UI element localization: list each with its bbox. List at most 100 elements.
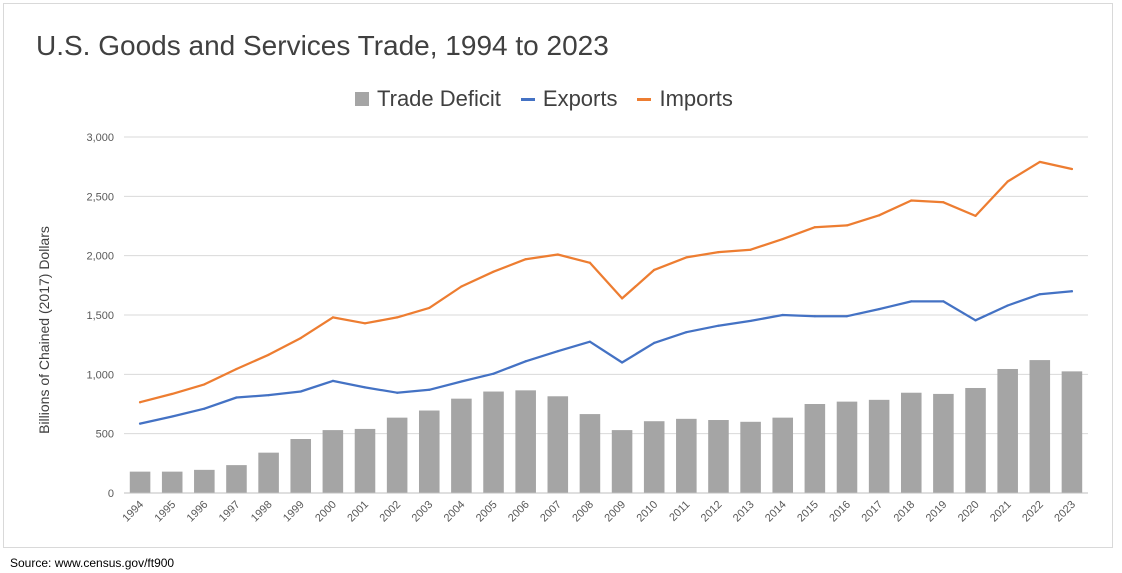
line-imports-point [203,383,206,386]
x-tick-label: 2010 [635,499,661,525]
line-exports-point [267,394,270,397]
line-imports-point [845,224,849,227]
line-exports-point [171,415,174,418]
x-tick-label: 2023 [1052,499,1078,525]
line-exports-point [235,396,238,399]
legend-item-imports: Imports [637,86,733,112]
line-imports-point [299,337,302,340]
legend-swatch-imports [637,97,652,101]
line-exports-point [138,422,142,425]
line-imports-point [460,285,463,288]
line-imports-point [685,256,688,259]
line-imports-point [717,251,720,254]
line-exports-point [492,372,495,375]
line-exports-point [524,360,527,363]
x-tick-label: 2018 [892,499,918,525]
x-tick-label: 2008 [570,499,596,525]
x-tick-label: 2021 [988,499,1014,525]
bar-trade-deficit [161,471,183,493]
bar-trade-deficit [997,368,1018,493]
bar-trade-deficit [451,398,472,493]
x-tick-label: 2006 [506,499,532,525]
legend-item-exports: Exports [520,86,618,112]
line-imports-point [492,270,495,273]
line-exports-point [1038,293,1041,296]
x-tick-label: 2007 [538,499,564,525]
line-exports-point [910,300,913,303]
line-exports-point [460,380,463,383]
x-tick-label: 1998 [249,499,275,525]
line-exports-point [620,361,624,364]
legend-label-exports: Exports [542,86,618,111]
x-tick-label: 2001 [345,499,371,525]
x-tick-label: 2019 [924,499,950,525]
line-imports-point [556,253,559,256]
line-exports-point [203,407,206,410]
bar-trade-deficit [804,404,826,493]
bar-trade-deficit [547,396,569,493]
bar-trade-deficit [611,430,633,493]
legend-swatch-deficit [355,92,369,106]
x-tick-label: 2005 [474,499,500,525]
line-imports-point [1006,180,1009,183]
line-imports-point [428,306,431,309]
legend-item-deficit: Trade Deficit [355,86,501,112]
bar-trade-deficit [418,410,440,493]
x-tick-label: 2014 [763,499,789,525]
x-tick-label: 2012 [699,499,725,525]
line-imports-point [749,248,752,251]
line-imports-point [1070,167,1074,171]
source-note: Source: www.census.gov/ft900 [10,556,175,570]
line-exports-point [845,315,849,318]
line-imports-point [138,401,142,404]
x-tick-label: 2000 [313,499,339,525]
line-imports [138,160,1074,404]
y-tick-label: 1,000 [86,369,114,381]
legend: Trade Deficit Exports Imports [355,86,753,112]
y-tick-label: 1,500 [86,310,114,322]
bar-trade-deficit [258,452,279,493]
x-tick-label: 2017 [859,499,885,525]
line-imports-point [267,353,270,356]
bar-trade-deficit [900,392,922,493]
line-exports-point [1006,304,1009,307]
bar-trade-deficit [226,465,247,493]
bar-trade-deficit [129,471,151,493]
bar-trade-deficit [836,401,858,493]
line-imports-point [910,199,913,202]
line-exports-point [363,386,367,389]
line-exports-point [781,313,784,317]
line-exports-point [813,315,816,318]
line-exports-point [685,331,688,334]
line-imports-point [813,226,816,229]
line-imports-point [1038,160,1041,164]
bar-trade-deficit [322,430,344,493]
bar-trade-deficit [868,399,890,493]
bar-trade-deficit [290,439,312,493]
legend-swatch-exports [520,97,535,101]
bar-trade-deficit [708,420,729,493]
line-exports-point [396,391,399,394]
line-imports-point [171,392,174,396]
x-tick-label: 2020 [956,499,982,525]
line-exports-point [942,300,945,303]
bar-trade-deficit [643,421,665,493]
line-imports-point [331,316,334,319]
bar-trade-deficit [386,417,408,493]
legend-label-deficit: Trade Deficit [377,86,501,111]
line-imports-point [781,237,784,241]
bar-trade-deficit [772,417,794,493]
x-tick-label: 2016 [827,499,853,525]
x-tick-label: 2013 [731,499,757,525]
line-exports-point [588,340,592,343]
x-tick-label: 1995 [153,499,179,525]
chart-title: U.S. Goods and Services Trade, 1994 to 2… [36,30,609,61]
x-tick-label: 2004 [442,499,468,525]
line-imports-point [363,322,367,325]
bar-trade-deficit [1061,371,1083,493]
line-exports-point [749,319,752,323]
line-exports-point [878,307,881,311]
y-tick-label: 0 [108,488,114,500]
x-tick-label: 2002 [377,499,403,525]
line-imports-point [620,297,624,300]
